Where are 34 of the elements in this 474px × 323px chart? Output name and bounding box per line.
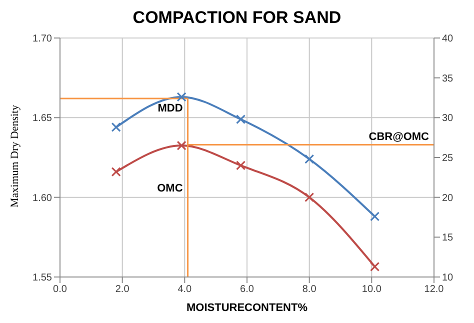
y-tick-label: 1.55: [32, 272, 52, 284]
y2-tick-label: 20: [442, 192, 454, 204]
point: [111, 167, 121, 177]
point: [111, 122, 121, 132]
y-tick-label: 1.65: [32, 113, 52, 124]
point: [176, 92, 186, 102]
point: [304, 192, 314, 202]
x-tick-label: 4.0: [178, 284, 192, 296]
point: [370, 262, 380, 272]
x-tick-label: 0.0: [53, 284, 68, 296]
y-tick-label: 1.70: [32, 34, 52, 45]
y2-tick-label: 35: [442, 73, 454, 84]
y2-tick-label: 25: [442, 153, 454, 164]
x-tick-label: 10.0: [362, 284, 382, 296]
x-tick-label: 6.0: [240, 284, 254, 296]
y2-tick-label: 10: [442, 272, 454, 284]
ref-line-label: MDD: [158, 102, 183, 114]
y2-tick-label: 40: [442, 34, 454, 45]
chart-title: COMPACTION FOR SAND: [132, 8, 342, 29]
point: [304, 154, 314, 164]
y2-tick-label: 15: [442, 232, 454, 244]
point: [236, 160, 246, 170]
ref-line-label: CBR@OMC: [368, 130, 430, 143]
x-tick-label: 8.0: [302, 284, 317, 296]
x-tick-label: 12.0: [424, 284, 444, 296]
ref-line-label: OMC: [157, 182, 183, 195]
point: [370, 212, 380, 222]
x-axis-title: MOISTURECONTENT%: [186, 302, 308, 314]
x-tick-label: 2.0: [115, 284, 130, 296]
point: [236, 114, 246, 124]
point: [176, 140, 186, 150]
y-axis-title: Maximum Dry Density: [8, 104, 21, 208]
y2-tick-label: 30: [442, 113, 454, 124]
y-tick-label: 1.60: [32, 192, 52, 204]
